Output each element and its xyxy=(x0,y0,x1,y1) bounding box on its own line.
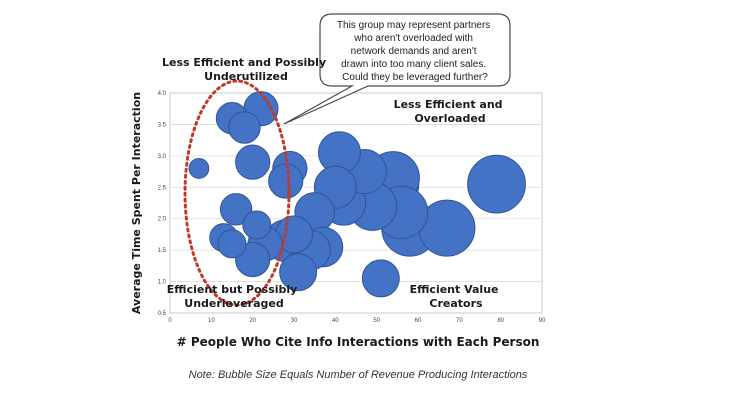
bubble xyxy=(242,210,272,240)
label-bottom-right: Efficient Value Creators xyxy=(410,283,503,310)
x-tick-label: 70 xyxy=(456,318,463,324)
size-note: Note: Bubble Size Equals Number of Reven… xyxy=(189,369,528,381)
label-bottom-right-line-2: Creators xyxy=(429,297,483,310)
y-tick-label: 0.5 xyxy=(158,311,167,317)
label-top-left: Less Efficient and Possibly Underutilize… xyxy=(162,56,330,83)
x-tick-labels: 0 10 20 30 40 50 60 70 80 90 xyxy=(168,318,546,324)
callout-line-4: drawn into too many client sales. xyxy=(341,59,486,70)
x-axis-title: # People Who Cite Info Interactions with… xyxy=(177,335,540,349)
callout-line-3: network demands and aren't xyxy=(351,46,477,57)
x-tick-label: 90 xyxy=(539,318,546,324)
y-tick-label: 2.0 xyxy=(158,217,167,223)
label-top-left-line-1: Less Efficient and Possibly xyxy=(162,56,326,69)
label-bottom-left-line-2: Underleveraged xyxy=(184,297,283,310)
bubble xyxy=(361,259,400,298)
y-tick-label: 3.5 xyxy=(158,122,167,128)
bubble xyxy=(228,111,261,144)
bubble xyxy=(235,144,271,180)
label-bottom-left-line-1: Efficient but Possibly xyxy=(167,283,298,296)
y-axis-title: Average Time Spent Per Interaction xyxy=(130,92,143,314)
bubbles xyxy=(188,91,526,298)
x-tick-label: 50 xyxy=(373,318,380,324)
x-tick-label: 40 xyxy=(332,318,339,324)
bubble xyxy=(217,229,247,259)
bubble xyxy=(219,193,253,226)
x-tick-label: 10 xyxy=(208,318,215,324)
y-tick-label: 4.0 xyxy=(158,91,167,97)
label-top-right-line-1: Less Efficient and xyxy=(394,98,503,111)
y-tick-label: 2.5 xyxy=(158,185,167,191)
y-tick-label: 1.5 xyxy=(158,248,167,254)
y-tick-labels: 0.5 1.0 1.5 2.0 2.5 3.0 3.5 4.0 xyxy=(158,91,167,317)
callout-line-1: This group may represent partners xyxy=(337,20,490,31)
callout-line-5: Could they be leveraged further? xyxy=(342,72,488,83)
callout-line-2: who aren't overloaded with xyxy=(353,33,473,44)
bubble xyxy=(467,154,526,214)
highlight-ellipse xyxy=(183,79,291,307)
label-top-right-line-2: Overloaded xyxy=(414,112,485,125)
x-tick-label: 80 xyxy=(497,318,504,324)
bubble xyxy=(188,158,210,179)
bubble xyxy=(279,253,318,292)
label-top-right: Less Efficient and Overloaded xyxy=(394,98,507,125)
x-tick-label: 0 xyxy=(168,318,172,324)
x-tick-label: 30 xyxy=(291,318,298,324)
callout-text: This group may represent partners who ar… xyxy=(337,20,493,83)
y-tick-label: 3.0 xyxy=(158,154,167,160)
label-top-left-line-2: Underutilized xyxy=(204,70,288,83)
label-bottom-right-line-1: Efficient Value xyxy=(410,283,499,296)
x-tick-label: 60 xyxy=(415,318,422,324)
x-tick-label: 20 xyxy=(249,318,256,324)
y-tick-label: 1.0 xyxy=(158,280,167,286)
callout-box xyxy=(283,13,511,125)
label-bottom-left: Efficient but Possibly Underleveraged xyxy=(167,283,301,310)
bubble xyxy=(268,163,304,199)
